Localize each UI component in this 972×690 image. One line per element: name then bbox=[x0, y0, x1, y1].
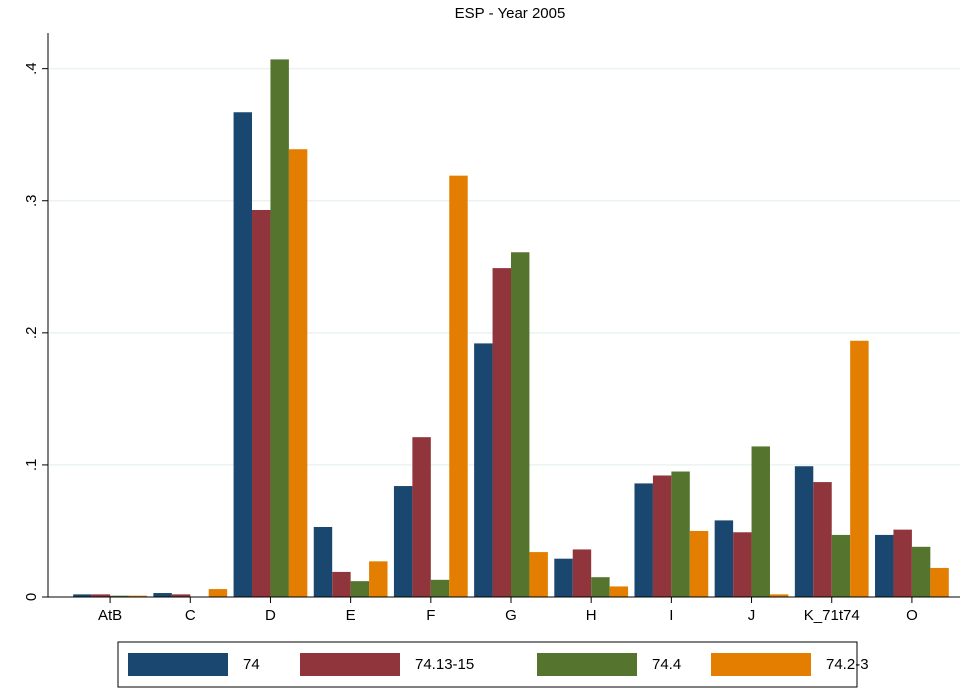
bar bbox=[689, 530, 709, 597]
x-tick-label: H bbox=[586, 607, 597, 624]
bar bbox=[511, 252, 530, 597]
x-tick-label: F bbox=[426, 607, 435, 624]
bar bbox=[831, 534, 851, 597]
bar bbox=[313, 526, 333, 597]
bar bbox=[634, 483, 653, 597]
bar bbox=[270, 59, 289, 597]
x-tick-label: G bbox=[505, 607, 517, 624]
x-tick-label: I bbox=[669, 607, 673, 624]
bar bbox=[110, 595, 129, 597]
x-tick-label: O bbox=[906, 607, 918, 624]
bar bbox=[529, 552, 548, 597]
bar bbox=[875, 534, 894, 597]
bar bbox=[171, 594, 191, 597]
bar bbox=[332, 571, 351, 597]
x-tick-label: E bbox=[346, 607, 356, 624]
x-tick-label: C bbox=[185, 607, 196, 624]
legend-swatch bbox=[128, 653, 228, 676]
y-tick-label: .3 bbox=[23, 194, 40, 207]
y-tick-label: .2 bbox=[23, 327, 40, 340]
bar bbox=[369, 561, 388, 597]
bar bbox=[393, 486, 413, 597]
bar bbox=[208, 589, 228, 597]
legend-swatch bbox=[711, 653, 811, 676]
bar bbox=[733, 532, 752, 597]
legend-label: 74.2-3 bbox=[826, 656, 869, 673]
bar bbox=[128, 595, 147, 597]
bar bbox=[850, 340, 869, 597]
bar bbox=[652, 475, 672, 597]
legend-box bbox=[117, 641, 858, 688]
x-tick-label: J bbox=[748, 607, 756, 624]
bar bbox=[911, 546, 931, 597]
bar bbox=[153, 593, 172, 597]
x-tick-label: K_71t74 bbox=[804, 607, 860, 624]
bar bbox=[893, 529, 912, 597]
bar bbox=[73, 594, 92, 597]
bar bbox=[769, 594, 789, 597]
legend-label: 74.4 bbox=[652, 656, 681, 673]
legend-swatch bbox=[300, 653, 400, 676]
bar bbox=[492, 268, 511, 597]
bar bbox=[794, 466, 814, 597]
y-tick-label: .4 bbox=[23, 62, 40, 75]
x-tick-label: AtB bbox=[98, 607, 122, 624]
bar bbox=[233, 112, 253, 598]
bar bbox=[554, 558, 573, 597]
bar bbox=[252, 209, 271, 597]
y-tick-label: .1 bbox=[23, 459, 40, 472]
bar bbox=[714, 520, 734, 597]
bar bbox=[350, 581, 370, 597]
bar bbox=[430, 579, 450, 597]
bar bbox=[609, 586, 629, 597]
legend-swatch bbox=[537, 653, 637, 676]
bar bbox=[591, 577, 610, 597]
bar bbox=[412, 437, 431, 597]
chart-title: ESP - Year 2005 bbox=[455, 5, 566, 22]
x-tick-label: D bbox=[265, 607, 276, 624]
bar bbox=[751, 446, 770, 597]
bar bbox=[288, 149, 308, 597]
bar bbox=[813, 482, 832, 597]
legend-label: 74.13-15 bbox=[415, 656, 474, 673]
bar bbox=[449, 175, 468, 597]
bar bbox=[91, 594, 111, 597]
y-tick-label: 0 bbox=[23, 593, 40, 601]
legend-label: 74 bbox=[243, 656, 260, 673]
bar bbox=[930, 567, 949, 597]
bar bbox=[474, 343, 493, 597]
bar bbox=[671, 471, 690, 597]
bar bbox=[572, 549, 592, 597]
